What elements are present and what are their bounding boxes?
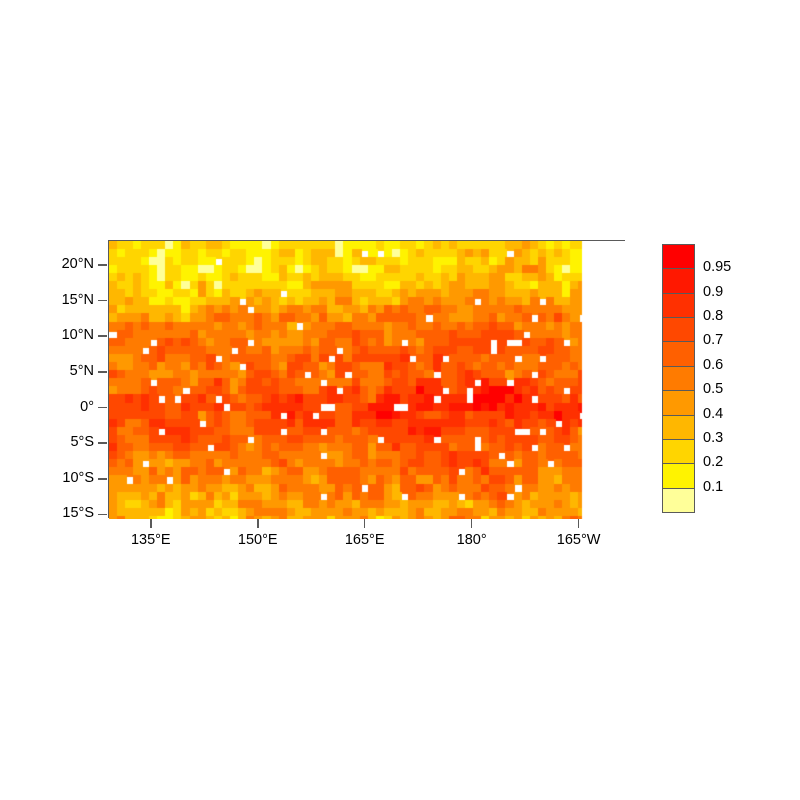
x-tick-label: 180° bbox=[456, 532, 487, 548]
y-tick-mark bbox=[98, 335, 107, 337]
colorbar-tick-label: 0.3 bbox=[703, 429, 724, 446]
colorbar-tick-label: 0.5 bbox=[703, 381, 724, 398]
colorbar-cell bbox=[662, 268, 695, 294]
y-tick-label-text: 5°S bbox=[70, 434, 94, 451]
y-tick-mark bbox=[98, 371, 107, 373]
y-tick-mark bbox=[98, 513, 107, 516]
colorbar-tick-label: 0.9 bbox=[703, 283, 724, 300]
heatmap-raster bbox=[109, 241, 626, 519]
x-tick-mark bbox=[577, 519, 580, 528]
y-tick-label-text: 10°S bbox=[62, 469, 94, 486]
colorbar-tick-label: 0.4 bbox=[703, 405, 724, 422]
y-tick-label-text: 10°N bbox=[61, 327, 94, 344]
y-tick-mark bbox=[98, 442, 107, 444]
x-tick-mark bbox=[257, 519, 259, 528]
y-tick-label-text: 15°N bbox=[61, 291, 94, 308]
y-tick-label: 20°N bbox=[32, 256, 94, 274]
colorbar-cell bbox=[662, 438, 695, 465]
y-tick-mark bbox=[98, 299, 107, 302]
colorbar-tick-label: 0.8 bbox=[703, 308, 724, 325]
colorbar-legend bbox=[662, 244, 695, 513]
colorbar-tick-label: 0.6 bbox=[703, 356, 724, 373]
y-tick-label-text: 5°N bbox=[69, 362, 94, 379]
y-tick-label-text: 0° bbox=[80, 398, 94, 415]
colorbar-cell bbox=[662, 365, 695, 392]
x-tick-label: 165°E bbox=[344, 532, 385, 548]
x-tick-label: 150°E bbox=[237, 532, 278, 548]
y-tick-label-text: 20°N bbox=[61, 255, 94, 272]
x-tick-mark bbox=[150, 519, 152, 528]
colorbar-tick-label: 0.95 bbox=[703, 259, 732, 276]
colorbar-cell bbox=[662, 244, 695, 270]
y-tick-mark bbox=[98, 406, 107, 409]
x-tick-label: 165°W bbox=[556, 532, 601, 548]
colorbar-cell bbox=[662, 487, 695, 513]
colorbar-tick-label: 0.1 bbox=[703, 478, 724, 495]
colorbar-tick-label: 0.7 bbox=[703, 332, 724, 349]
y-tick-label-text: 15°S bbox=[62, 505, 94, 522]
colorbar-cell bbox=[662, 414, 695, 440]
y-tick-label: 10°S bbox=[32, 470, 94, 488]
colorbar-cell bbox=[662, 390, 695, 416]
y-tick-label: 15°S bbox=[32, 505, 94, 523]
colorbar-cell bbox=[662, 317, 695, 343]
y-tick-label: 15°N bbox=[32, 292, 94, 310]
x-tick-label: 135°E bbox=[130, 532, 171, 548]
y-tick-mark bbox=[98, 264, 107, 266]
y-tick-mark bbox=[98, 478, 107, 480]
y-tick-label: 0° bbox=[32, 399, 94, 417]
y-tick-label: 5°S bbox=[32, 434, 94, 452]
colorbar-cell bbox=[662, 292, 695, 319]
colorbar-cell bbox=[662, 341, 695, 367]
x-tick-mark bbox=[470, 519, 473, 528]
heatmap-plot-panel bbox=[108, 240, 626, 519]
y-tick-label: 10°N bbox=[32, 327, 94, 345]
colorbar-cell bbox=[662, 463, 695, 489]
x-tick-mark bbox=[363, 519, 366, 528]
y-tick-label: 5°N bbox=[32, 363, 94, 381]
colorbar-tick-label: 0.2 bbox=[703, 454, 724, 471]
